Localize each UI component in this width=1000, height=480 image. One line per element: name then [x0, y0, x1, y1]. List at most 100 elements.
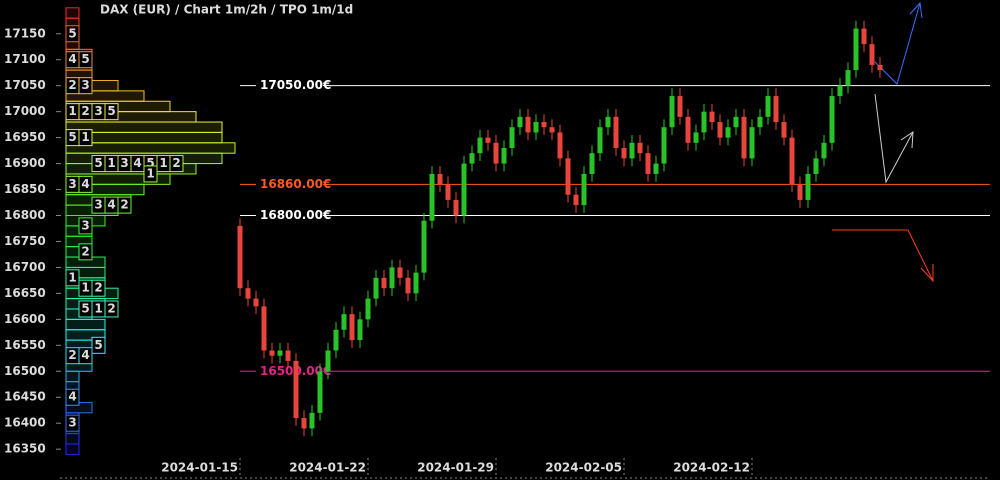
tpo-cell [78, 347, 93, 365]
tpo-letter: 3 [68, 416, 76, 430]
candle-body [381, 277, 387, 289]
x-tick-label: 2024-02-12 [673, 461, 750, 475]
candle-body [581, 173, 587, 206]
tpo-cell [117, 196, 132, 214]
tpo-letter: 2 [120, 198, 128, 212]
candle-body [493, 142, 499, 164]
candle-body [781, 122, 787, 138]
tpo-letter: 5 [94, 156, 102, 170]
y-tick-label: 16850 [4, 182, 46, 196]
y-tick-label: 16750 [4, 234, 46, 248]
tpo-letter: 1 [68, 270, 76, 284]
candle-body [533, 122, 539, 133]
tpo-cell [65, 414, 80, 432]
candle-body [389, 267, 395, 289]
tpo-cell [78, 217, 93, 235]
y-tick-label: 17150 [4, 26, 46, 40]
tpo-letter: 2 [81, 104, 89, 118]
tpo-letter: 3 [81, 218, 89, 232]
tpo-row [65, 7, 80, 19]
candle-body [829, 96, 835, 143]
candle-body [821, 142, 827, 159]
candle-body [877, 64, 883, 71]
candle-body [357, 319, 363, 341]
tpo-letter: 5 [81, 52, 89, 66]
y-tick-label: 16400 [4, 416, 46, 430]
candle-body [373, 277, 379, 299]
candle-body [269, 350, 275, 356]
candle-body [333, 329, 339, 351]
candle-body [813, 158, 819, 174]
candle-body [277, 350, 283, 356]
tpo-letter: 1 [81, 130, 89, 144]
candle-body [309, 412, 315, 429]
level-label: 17050.00€ [260, 78, 331, 92]
tpo-letter: 5 [94, 338, 102, 352]
tpo-cell [78, 77, 93, 95]
candle-body [565, 158, 571, 195]
candle-body [805, 173, 811, 200]
y-tick-label: 16900 [4, 156, 46, 170]
level-label-bg [256, 364, 328, 379]
candle-body [525, 116, 531, 133]
tpo-letter: 5 [68, 26, 76, 40]
tpo-letter: 5 [81, 301, 89, 315]
tpo-letter: 3 [94, 104, 102, 118]
tpo-cell [78, 51, 93, 69]
tpo-letter: 3 [120, 156, 128, 170]
y-tick-label: 17100 [4, 52, 46, 66]
x-tick-label: 2024-01-15 [161, 461, 238, 475]
arrow-head [900, 131, 914, 149]
tpo-letter: 4 [81, 177, 89, 191]
tpo-letter: 1 [94, 301, 102, 315]
candle-body [837, 85, 843, 97]
candle-body [589, 153, 595, 174]
candle-body [477, 137, 483, 154]
tpo-letter: 4 [68, 52, 76, 66]
drawings [832, 1, 934, 283]
x-tick-label: 2024-01-22 [289, 461, 366, 475]
candle-body [453, 199, 459, 216]
candle-body [517, 116, 523, 128]
candle-body [621, 147, 627, 159]
y-tick-label: 16550 [4, 338, 46, 352]
candle-body [733, 116, 739, 128]
candle-body [285, 350, 291, 361]
tpo-letter: 1 [159, 156, 167, 170]
tpo-row [65, 433, 80, 445]
candle-body [653, 163, 659, 174]
candle-body [365, 298, 371, 320]
tpo-letter: 2 [94, 281, 102, 295]
candle-body [461, 163, 467, 216]
level-label-bg [256, 208, 328, 223]
candle-body [437, 173, 443, 185]
tpo-letter: 2 [107, 301, 115, 315]
tpo-cell [65, 388, 80, 406]
candle-body [485, 137, 491, 143]
candle-body [445, 184, 451, 200]
candle-body [789, 137, 795, 185]
tpo-letter: 5 [68, 130, 76, 144]
y-tick-label: 17000 [4, 104, 46, 118]
candle-body [605, 116, 611, 128]
tpo-cell [91, 336, 106, 354]
arrow-head [909, 1, 923, 19]
tpo-letter: 3 [81, 78, 89, 92]
candle-body [413, 272, 419, 294]
y-tick-label: 16700 [4, 260, 46, 274]
candle-body [541, 122, 547, 128]
tpo-letter: 3 [68, 177, 76, 191]
tpo-cell [91, 279, 106, 297]
candle-body [677, 96, 683, 117]
candle-body [429, 173, 435, 221]
arrow-mid [874, 93, 914, 184]
tpo-row [65, 318, 106, 331]
tpo-letter: 4 [68, 390, 76, 404]
tpo-letter: 4 [107, 198, 115, 212]
candle-body [253, 298, 259, 307]
tpo-letter: 2 [68, 348, 76, 362]
arrow-down [832, 229, 934, 282]
candle-body [717, 122, 723, 138]
tpo-letter: 4 [81, 348, 89, 362]
tpo-row [65, 443, 80, 455]
